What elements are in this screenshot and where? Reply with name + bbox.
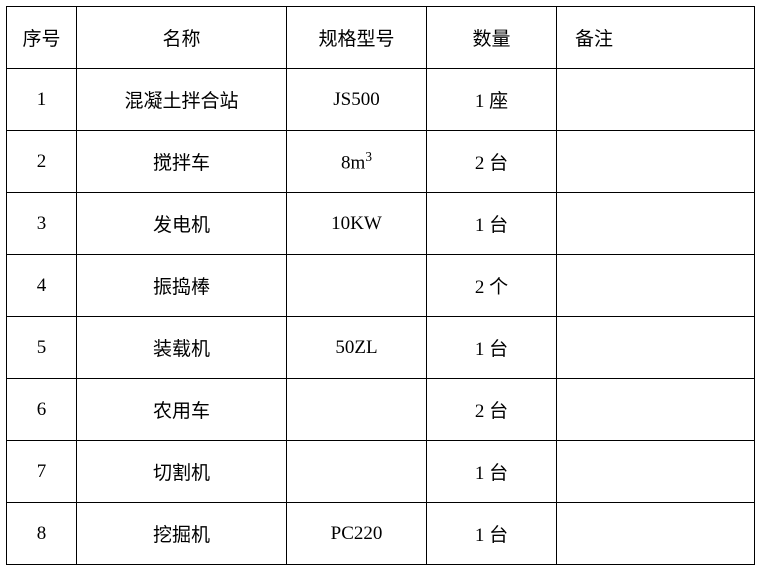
- equipment-table: 序号 名称 规格型号 数量 备注 1混凝土拌合站JS5001 座2搅拌车8m32…: [6, 6, 755, 565]
- header-spec: 规格型号: [287, 7, 427, 69]
- cell-name: 装载机: [77, 317, 287, 379]
- table-row: 8挖掘机PC2201 台: [7, 503, 755, 565]
- cell-index: 2: [7, 131, 77, 193]
- table-row: 1混凝土拌合站JS5001 座: [7, 69, 755, 131]
- cell-name: 挖掘机: [77, 503, 287, 565]
- cell-qty: 1 台: [427, 193, 557, 255]
- cell-index: 6: [7, 379, 77, 441]
- cell-name: 切割机: [77, 441, 287, 503]
- cell-spec: [287, 255, 427, 317]
- cell-qty: 1 台: [427, 503, 557, 565]
- cell-remark: [557, 503, 755, 565]
- cell-index: 7: [7, 441, 77, 503]
- header-index: 序号: [7, 7, 77, 69]
- table-row: 6农用车 2 台: [7, 379, 755, 441]
- cell-remark: [557, 255, 755, 317]
- cell-name: 搅拌车: [77, 131, 287, 193]
- cell-index: 8: [7, 503, 77, 565]
- cell-index: 4: [7, 255, 77, 317]
- cell-qty: 2 台: [427, 131, 557, 193]
- cell-name: 农用车: [77, 379, 287, 441]
- cell-remark: [557, 193, 755, 255]
- header-name: 名称: [77, 7, 287, 69]
- cell-remark: [557, 69, 755, 131]
- table-row: 2搅拌车8m32 台: [7, 131, 755, 193]
- cell-index: 3: [7, 193, 77, 255]
- cell-remark: [557, 379, 755, 441]
- cell-index: 5: [7, 317, 77, 379]
- cell-qty: 1 座: [427, 69, 557, 131]
- table-row: 7切割机 1 台: [7, 441, 755, 503]
- cell-spec: 10KW: [287, 193, 427, 255]
- table-row: 4振捣棒 2 个: [7, 255, 755, 317]
- table-body: 1混凝土拌合站JS5001 座2搅拌车8m32 台3发电机10KW1 台4振捣棒…: [7, 69, 755, 565]
- cell-index: 1: [7, 69, 77, 131]
- cell-spec: JS500: [287, 69, 427, 131]
- table-row: 5装载机50ZL1 台: [7, 317, 755, 379]
- table-header-row: 序号 名称 规格型号 数量 备注: [7, 7, 755, 69]
- cell-name: 振捣棒: [77, 255, 287, 317]
- cell-remark: [557, 317, 755, 379]
- cell-name: 发电机: [77, 193, 287, 255]
- cell-spec: PC220: [287, 503, 427, 565]
- cell-qty: 1 台: [427, 441, 557, 503]
- cell-remark: [557, 131, 755, 193]
- header-qty: 数量: [427, 7, 557, 69]
- table-row: 3发电机10KW1 台: [7, 193, 755, 255]
- cell-spec: [287, 379, 427, 441]
- header-remark: 备注: [557, 7, 755, 69]
- cell-spec: [287, 441, 427, 503]
- cell-remark: [557, 441, 755, 503]
- cell-spec: 8m3: [287, 131, 427, 193]
- cell-name: 混凝土拌合站: [77, 69, 287, 131]
- cell-qty: 2 个: [427, 255, 557, 317]
- cell-spec: 50ZL: [287, 317, 427, 379]
- cell-qty: 2 台: [427, 379, 557, 441]
- cell-qty: 1 台: [427, 317, 557, 379]
